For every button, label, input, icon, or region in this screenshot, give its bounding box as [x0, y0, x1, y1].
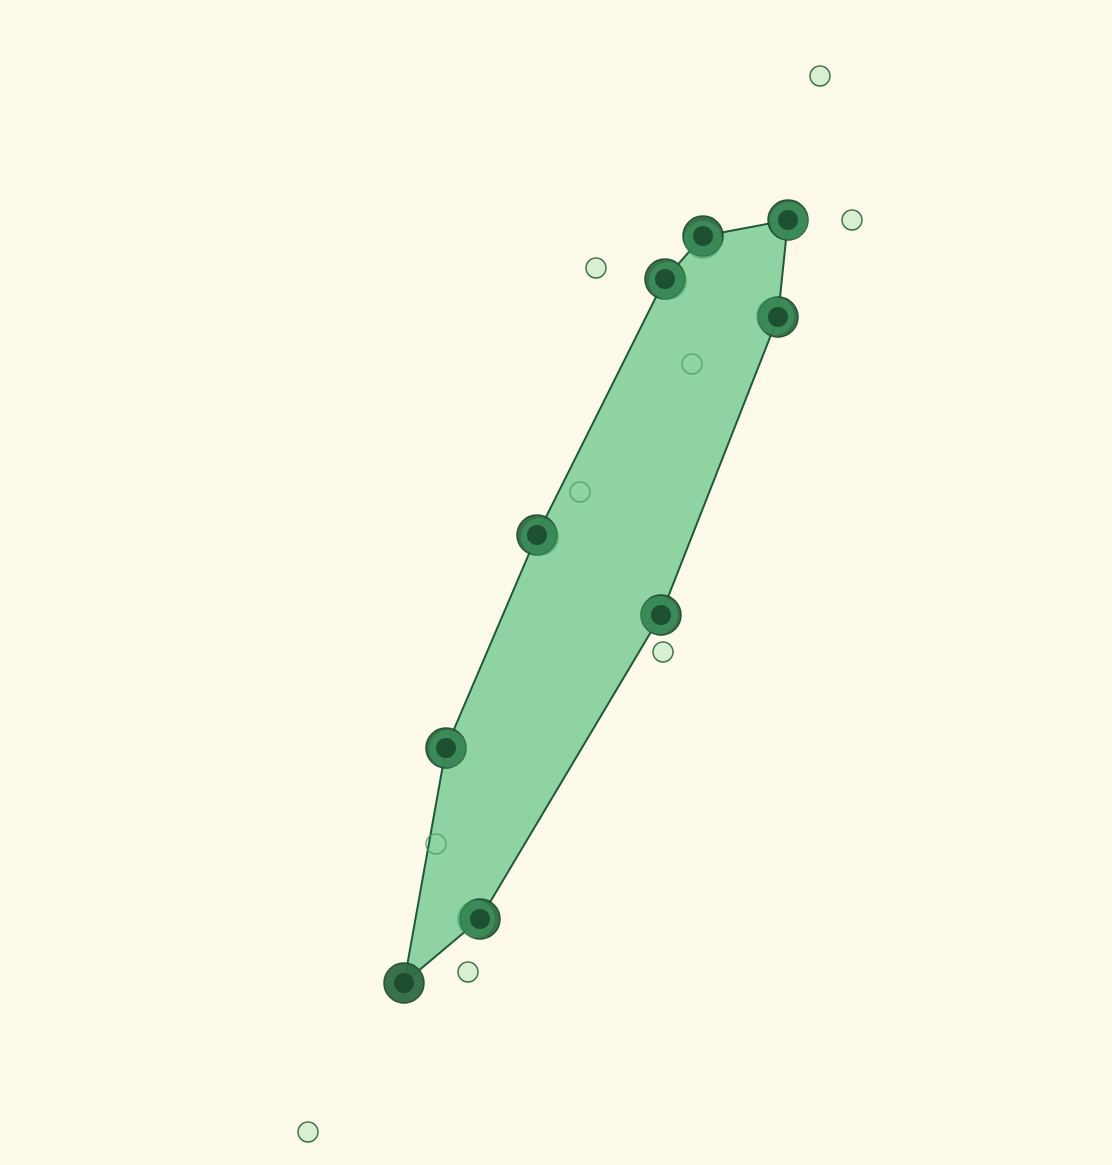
hull-vertex-v5	[767, 199, 809, 241]
vertex-inner-dot	[778, 210, 798, 230]
exterior-points	[297, 65, 863, 1143]
interior-point-i3	[425, 833, 447, 855]
convex-hull-polygon	[403, 219, 789, 984]
hull-vertex-v3	[640, 594, 682, 636]
vertex-inner-dot	[693, 226, 713, 246]
interior-points	[425, 353, 703, 855]
hull-vertex-v6	[682, 215, 724, 259]
vertex-inner-dot	[436, 738, 456, 758]
hull-vertex-v9	[425, 727, 467, 769]
vertex-inner-dot	[651, 605, 671, 625]
exterior-point-e4	[652, 641, 674, 663]
vertex-inner-dot	[655, 269, 675, 289]
exterior-point-e5	[457, 961, 479, 983]
vertex-inner-dot	[470, 909, 490, 929]
exterior-point-e1	[809, 65, 831, 87]
hull-vertex-v7	[644, 258, 687, 300]
hull-vertex-v4	[756, 296, 799, 338]
hull-vertices	[383, 199, 809, 1004]
hull-vertex-v8	[516, 514, 559, 556]
vertex-inner-dot	[394, 973, 414, 993]
interior-point-i2	[569, 481, 591, 503]
hull-vertex-v1	[383, 962, 425, 1004]
interior-point-i1	[681, 353, 703, 375]
exterior-point-e6	[297, 1121, 319, 1143]
hull-vertex-v2	[457, 898, 501, 940]
exterior-point-e2	[841, 209, 863, 231]
exterior-point-e3	[585, 257, 607, 279]
vertex-inner-dot	[527, 525, 547, 545]
vertex-inner-dot	[768, 307, 788, 327]
